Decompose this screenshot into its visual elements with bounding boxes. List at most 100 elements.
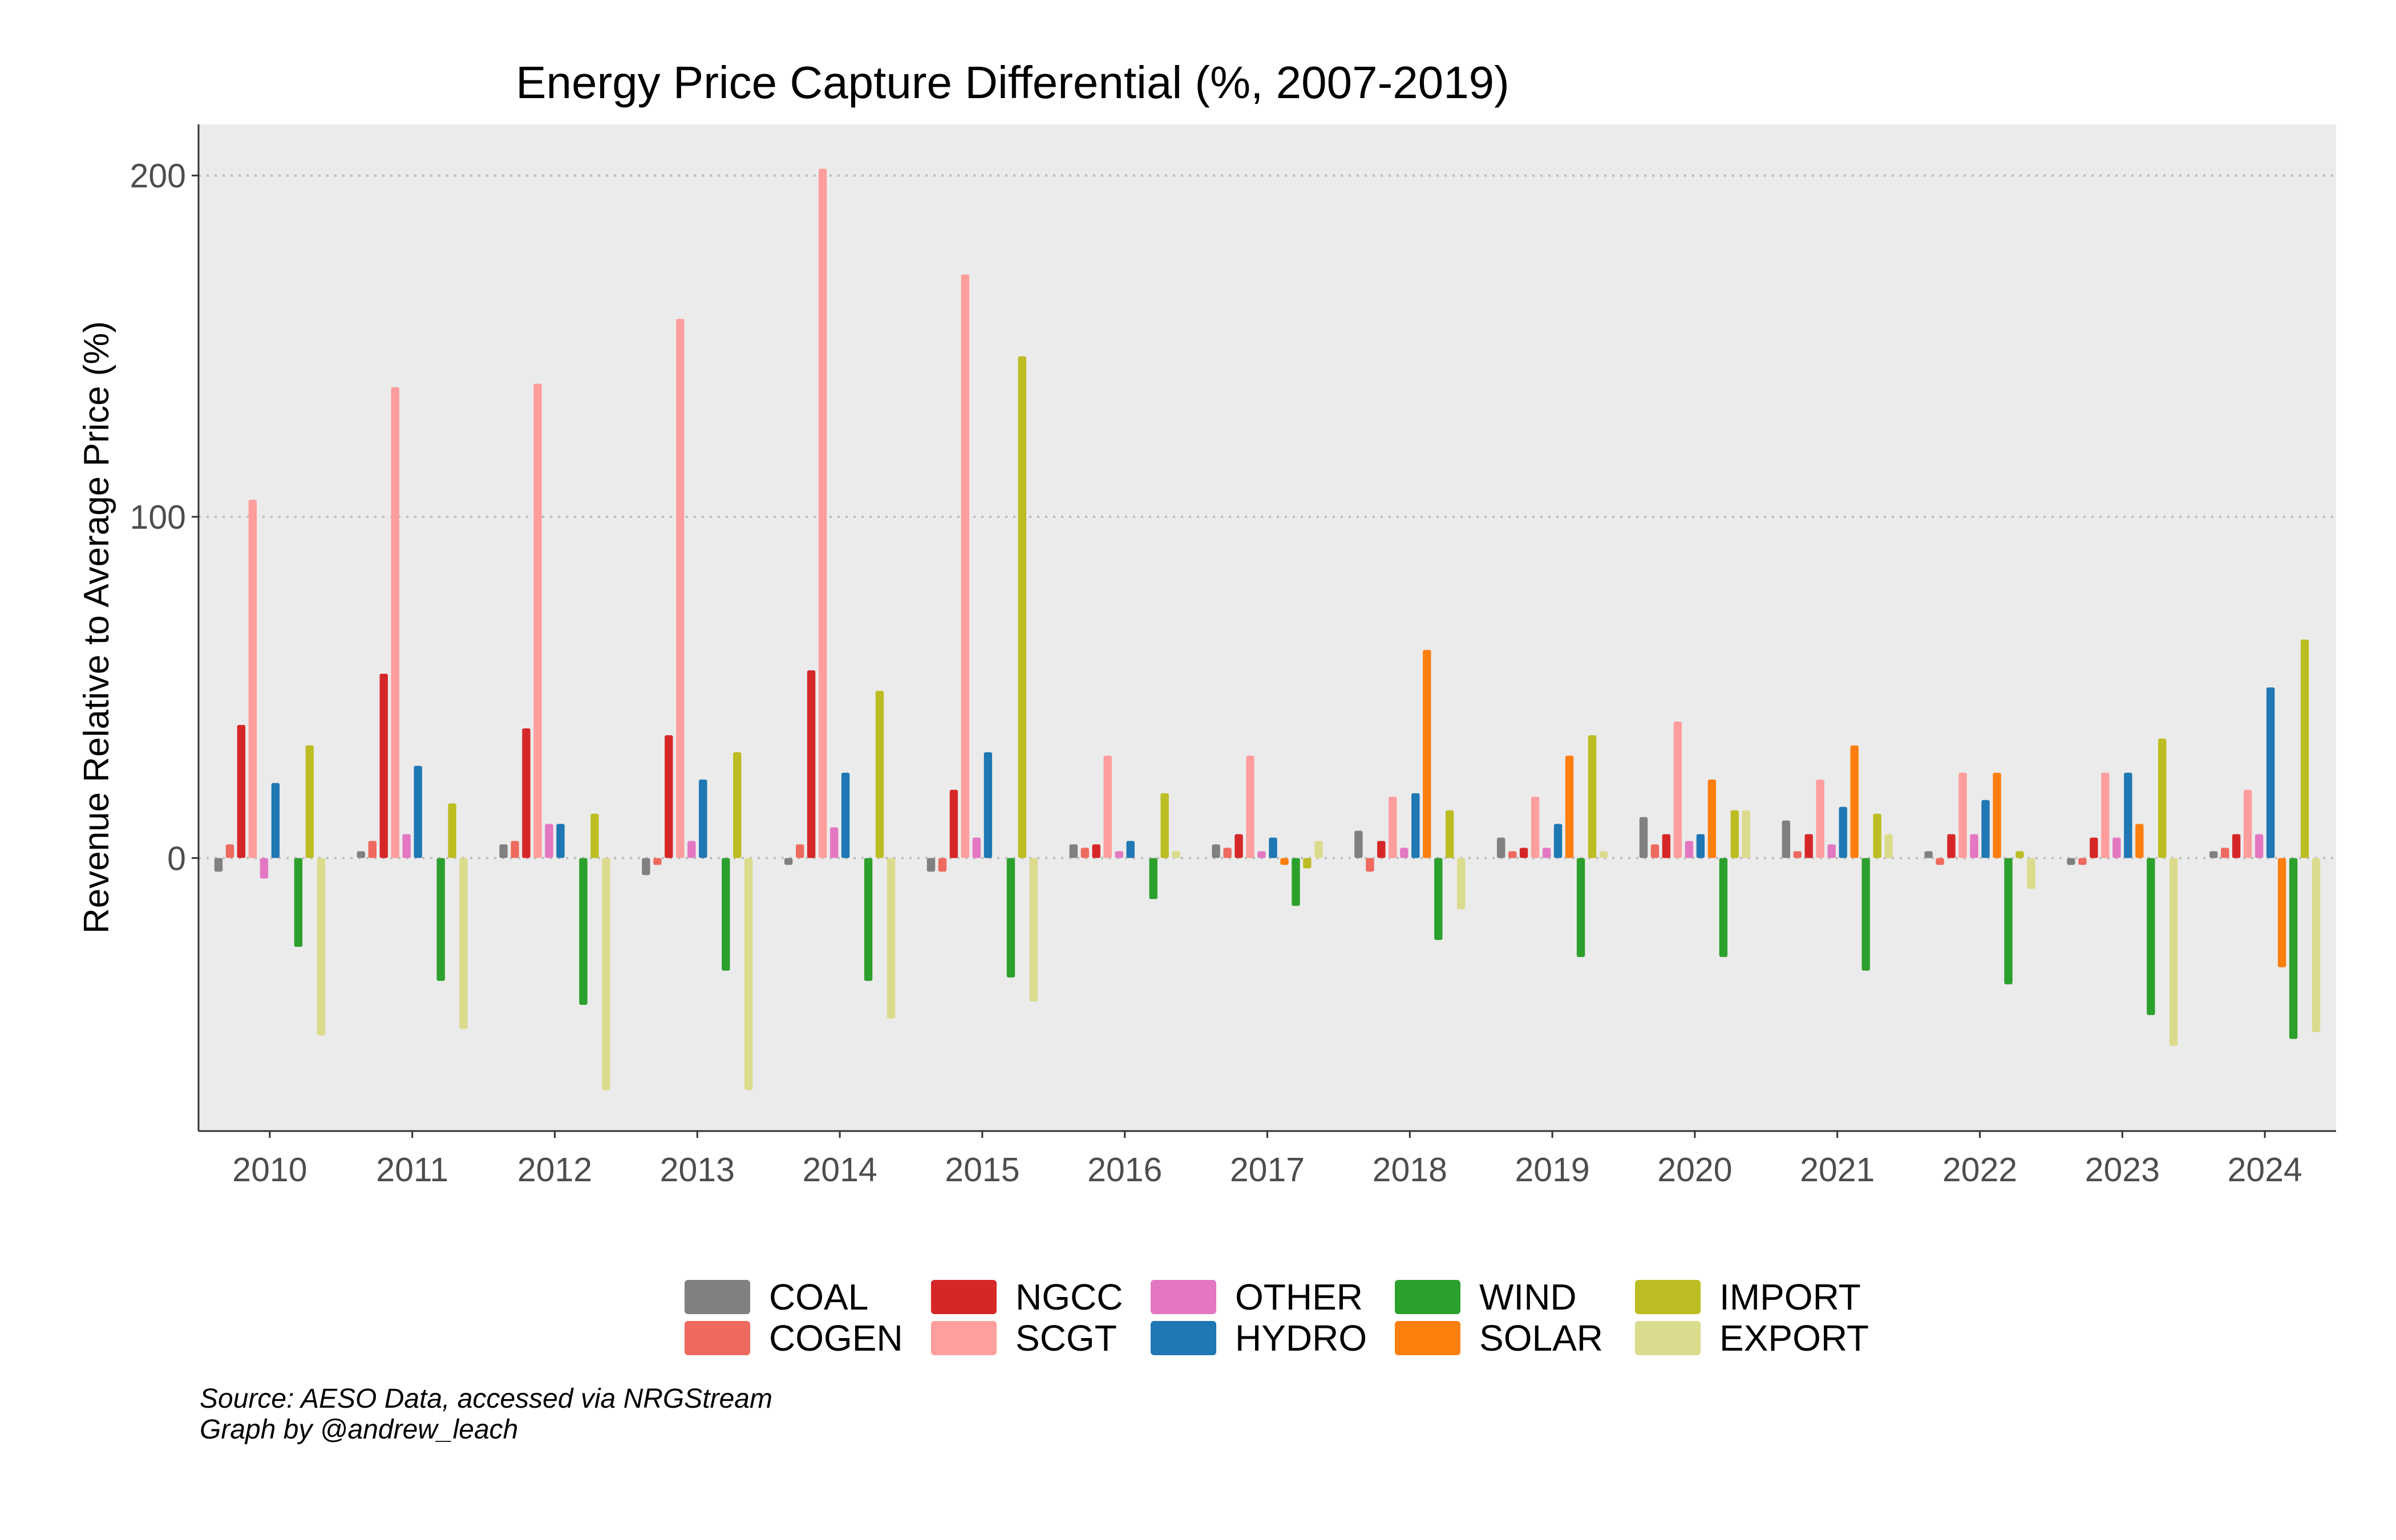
bar-export-2022 [2027, 858, 2035, 889]
bar-cogen-2021 [1793, 851, 1802, 858]
x-tick-label-2010: 2010 [232, 1151, 307, 1189]
legend-swatch-ngcc [931, 1280, 997, 1314]
bar-wind-2013 [722, 858, 730, 971]
bar-coal-2012 [499, 844, 508, 858]
bar-wind-2010 [294, 858, 303, 947]
x-tick-label-2016: 2016 [1087, 1151, 1162, 1189]
legend-swatch-cogen [685, 1321, 750, 1355]
x-tick-label-2020: 2020 [1657, 1151, 1732, 1189]
bar-scgt-2024 [2243, 789, 2252, 858]
bar-export-2023 [2170, 858, 2178, 1046]
bar-wind-2024 [2289, 858, 2298, 1039]
bar-import-2017 [1303, 858, 1312, 869]
x-tick-label-2018: 2018 [1373, 1151, 1447, 1189]
y-tick-label-0: 0 [167, 840, 186, 877]
legend-label-solar: SOLAR [1479, 1318, 1603, 1359]
bar-coal-2011 [357, 851, 365, 858]
bar-solar-2024 [2277, 858, 2286, 967]
bar-export-2012 [602, 858, 610, 1091]
bar-scgt-2017 [1246, 755, 1254, 858]
y-gridlines [199, 174, 2336, 860]
bar-ngcc-2019 [1519, 848, 1528, 858]
bar-coal-2024 [2209, 851, 2218, 858]
legend-swatch-other [1151, 1280, 1216, 1314]
bar-coal-2019 [1497, 837, 1505, 858]
bar-cogen-2020 [1650, 844, 1660, 858]
bar-other-2022 [1970, 834, 1978, 858]
bar-wind-2014 [864, 858, 873, 981]
bar-wind-2023 [2147, 858, 2155, 1015]
bar-hydro-2019 [1553, 824, 1563, 858]
bar-other-2023 [2112, 837, 2121, 858]
bar-wind-2022 [2004, 858, 2013, 984]
bar-hydro-2018 [1411, 793, 1420, 858]
bar-scgt-2022 [1958, 772, 1967, 858]
bar-scgt-2014 [818, 168, 827, 858]
bar-import-2021 [1873, 813, 1881, 858]
bar-cogen-2012 [511, 841, 519, 858]
bar-hydro-2020 [1696, 834, 1705, 858]
bar-scgt-2023 [2101, 772, 2110, 858]
bar-import-2019 [1588, 735, 1597, 858]
bar-hydro-2013 [699, 779, 707, 858]
bar-coal-2020 [1639, 817, 1648, 858]
bar-export-2016 [1172, 851, 1180, 858]
bar-ngcc-2018 [1377, 841, 1386, 858]
bar-ngcc-2012 [522, 728, 531, 858]
bars-group [214, 168, 2321, 1091]
bar-coal-2013 [642, 858, 650, 876]
bar-other-2011 [402, 834, 411, 858]
bar-export-2021 [1884, 834, 1893, 858]
bar-coal-2016 [1069, 844, 1078, 858]
bar-coal-2023 [2067, 858, 2075, 865]
bar-export-2024 [2312, 858, 2321, 1032]
bar-ngcc-2017 [1235, 834, 1243, 858]
bar-cogen-2013 [653, 858, 662, 865]
y-tick-label-200: 200 [130, 157, 186, 195]
bar-ngcc-2020 [1662, 834, 1671, 858]
bar-export-2017 [1314, 841, 1323, 858]
axes-group: 0 100 200 2010 2011 2012 2013 2014 2015 2016 2017 2… [130, 124, 2336, 1189]
bar-scgt-2019 [1531, 796, 1540, 858]
bar-scgt-2018 [1389, 796, 1397, 858]
bar-hydro-2016 [1126, 841, 1135, 858]
legend-swatch-coal [685, 1280, 750, 1314]
bar-other-2019 [1542, 848, 1551, 858]
bar-import-2020 [1730, 810, 1739, 858]
bar-wind-2016 [1149, 858, 1157, 899]
bar-cogen-2022 [1936, 858, 1944, 865]
bar-wind-2020 [1719, 858, 1728, 957]
bar-hydro-2022 [1981, 800, 1990, 858]
x-tick-label-2017: 2017 [1230, 1151, 1305, 1189]
legend-label-other: OTHER [1235, 1276, 1363, 1318]
bar-export-2020 [1742, 810, 1750, 858]
bar-import-2015 [1018, 356, 1026, 858]
bar-solar-2020 [1707, 779, 1717, 858]
bar-hydro-2012 [556, 824, 565, 858]
chart-title: Energy Price Capture Differential (%, 20… [516, 57, 1509, 108]
bar-other-2015 [972, 837, 981, 858]
bar-ngcc-2014 [807, 670, 816, 858]
bar-ngcc-2023 [2090, 837, 2098, 858]
bar-cogen-2010 [225, 844, 234, 858]
bar-export-2018 [1457, 858, 1466, 910]
bar-solar-2018 [1423, 650, 1431, 858]
legend-label-export: EXPORT [1719, 1318, 1869, 1359]
bar-solar-2023 [2135, 824, 2144, 858]
bar-ngcc-2011 [379, 674, 388, 858]
bar-ngcc-2015 [949, 789, 958, 858]
bar-hydro-2017 [1269, 837, 1277, 858]
x-tick-label-2015: 2015 [945, 1151, 1019, 1189]
bar-import-2024 [2300, 639, 2309, 858]
bar-ngcc-2010 [237, 725, 246, 858]
x-tick-label-2022: 2022 [1942, 1151, 2017, 1189]
bar-wind-2018 [1434, 858, 1443, 940]
bar-cogen-2019 [1508, 851, 1517, 858]
bar-hydro-2024 [2266, 687, 2275, 858]
bar-cogen-2023 [2078, 858, 2087, 865]
bar-ngcc-2013 [665, 735, 673, 858]
bar-other-2016 [1115, 851, 1123, 858]
bar-cogen-2018 [1366, 858, 1374, 872]
bar-hydro-2011 [414, 765, 422, 858]
